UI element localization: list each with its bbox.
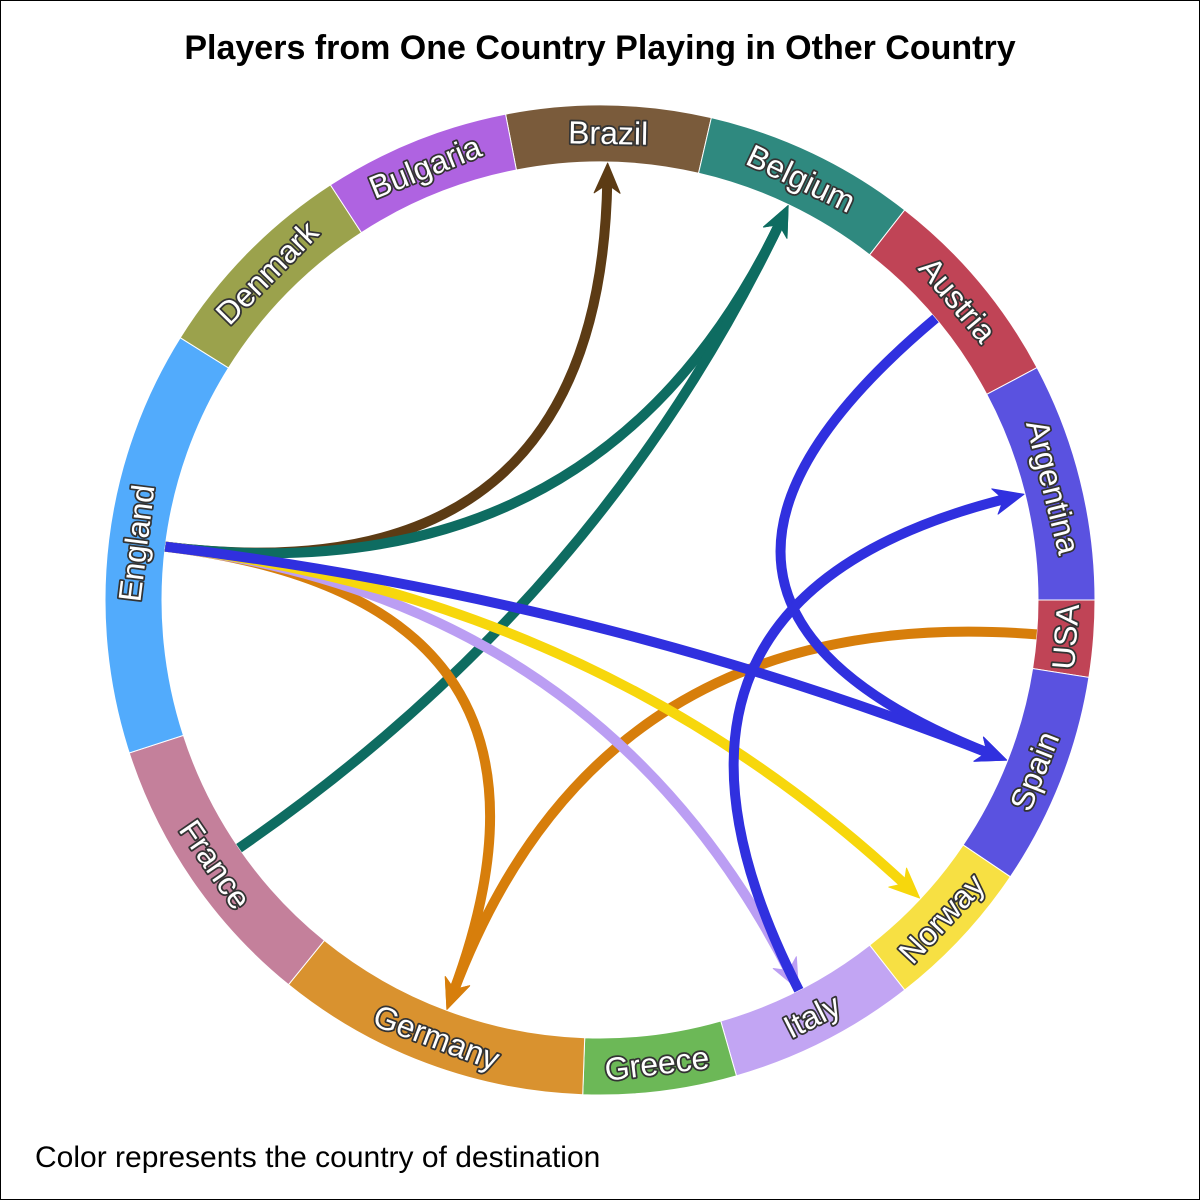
chart-footnote: Color represents the country of destinat… <box>35 1141 601 1174</box>
arrowhead-england-to-spain <box>973 736 1008 762</box>
chord-links <box>164 162 1038 1010</box>
link-england-to-brazil <box>164 179 613 558</box>
segment-label-usa: USA <box>1045 602 1086 671</box>
link-england-to-spain <box>164 541 993 759</box>
chart-title: Players from One Country Playing in Othe… <box>184 29 1016 67</box>
link-england-to-germany <box>164 541 496 996</box>
arrowhead-italy-to-argentina <box>991 488 1025 515</box>
arrowhead-england-to-norway <box>888 867 921 899</box>
link-austria-to-spain <box>775 314 993 759</box>
arrowhead-usa-to-germany <box>444 976 471 1010</box>
ring-segments <box>104 104 1096 1096</box>
link-france-to-belgium <box>236 218 786 853</box>
arrowhead-england-to-brazil <box>593 162 621 194</box>
segment-bulgaria <box>329 113 518 234</box>
link-italy-to-argentina <box>728 493 1009 993</box>
segment-label-brazil: Brazil <box>568 114 649 151</box>
arrowhead-france-to-belgium <box>762 205 789 239</box>
